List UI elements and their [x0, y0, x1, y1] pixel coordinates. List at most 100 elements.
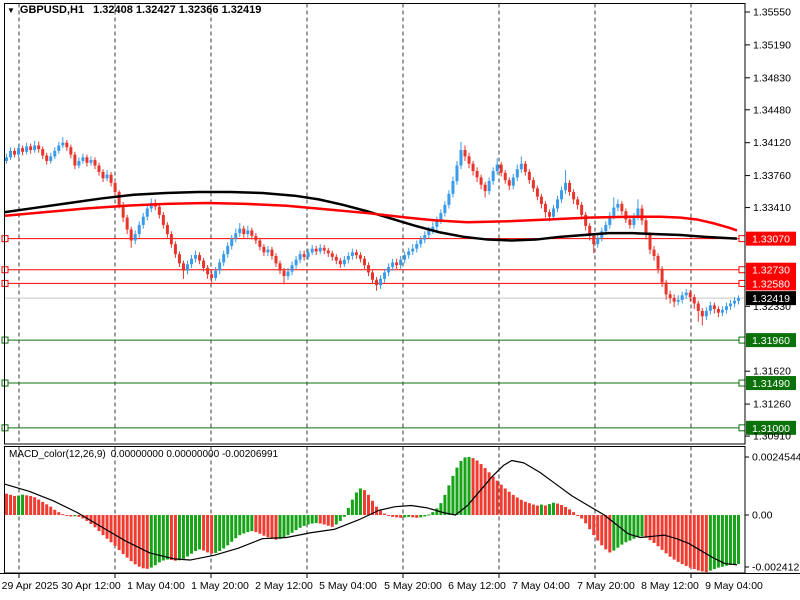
candle-body [451, 181, 455, 194]
macd-histogram-bar [624, 515, 628, 543]
candle-body [290, 265, 294, 272]
candle-body [73, 154, 77, 166]
macd-histogram-bar [185, 515, 189, 557]
macd-histogram-bar [463, 457, 467, 515]
macd-histogram-bar [278, 515, 282, 539]
candle-body [286, 271, 290, 277]
candle-body [206, 267, 210, 275]
main-chart-pane-border [4, 3, 746, 445]
candle-body [395, 262, 399, 266]
macd-histogram-bar [491, 476, 495, 515]
candle-body [161, 214, 165, 225]
macd-histogram-bar [105, 515, 109, 539]
support-level-right-marker[interactable] [738, 336, 746, 344]
macd-histogram-bar [133, 515, 137, 565]
resistance-level-right-marker[interactable] [738, 235, 746, 243]
candle-body [13, 150, 17, 155]
macd-histogram-bar [551, 502, 555, 515]
macd-histogram-bar [708, 515, 712, 571]
candle-body [278, 263, 282, 271]
symbol-period-label: GBPUSD,H1 [19, 4, 85, 16]
macd-histogram-bar [515, 497, 519, 515]
macd-histogram-bar [101, 515, 105, 536]
macd-histogram-bar [656, 515, 660, 547]
candle-body [403, 255, 407, 260]
candle-body [616, 203, 620, 208]
time-axis-label: 5 May 04:00 [319, 580, 377, 592]
macd-histogram-bar [206, 515, 210, 553]
macd-histogram-bar [330, 515, 334, 527]
macd-histogram-bar [423, 515, 427, 517]
macd-histogram-bar [33, 497, 37, 515]
macd-histogram-bar [242, 515, 246, 534]
macd-histogram-bar [527, 503, 531, 515]
support-level-right-marker[interactable] [738, 379, 746, 387]
resistance-level-price-label: 1.32580 [752, 278, 790, 290]
support-level-price-box [746, 420, 796, 435]
price-axis-label: 1.34120 [753, 137, 791, 149]
macd-histogram-bar [73, 515, 77, 517]
macd-histogram-bar [387, 515, 391, 516]
macd-histogram-bar [483, 468, 487, 515]
macd-histogram-bar [560, 505, 564, 515]
candle-body [399, 259, 403, 266]
resistance-level-right-marker[interactable] [738, 266, 746, 274]
macd-histogram-bar [584, 515, 588, 524]
macd-histogram-bar [455, 467, 459, 515]
candle-body [680, 295, 684, 300]
price-axis-label: 1.35550 [753, 7, 791, 19]
macd-histogram-bar [153, 515, 157, 566]
macd-histogram-bar [77, 515, 81, 517]
time-axis-label: 6 May 12:00 [448, 580, 506, 592]
candle-body [165, 224, 169, 235]
macd-histogram-bar [5, 493, 8, 515]
price-axis-label: 1.31260 [753, 399, 791, 411]
candle-body [37, 145, 41, 150]
macd-histogram-bar [218, 515, 222, 552]
symbol-dropdown-icon[interactable]: ▼ [7, 6, 15, 15]
price-axis-label: 1.34480 [753, 104, 791, 116]
macd-histogram-bar [81, 515, 85, 519]
macd-histogram-bar [395, 515, 399, 518]
macd-histogram-bar [604, 515, 608, 550]
macd-histogram-bar [403, 515, 407, 518]
price-axis-label: 1.35190 [753, 39, 791, 51]
candle-body [41, 149, 45, 156]
candle-body [21, 148, 25, 152]
macd-histogram-bar [194, 515, 198, 552]
chart-title: ▼ GBPUSD,H1 1.32408 1.32427 1.32366 1.3241… [7, 4, 261, 16]
candle-body [274, 256, 278, 264]
candle-body [407, 251, 411, 256]
candle-body [443, 204, 447, 214]
candle-body [346, 256, 350, 260]
resistance-level-right-marker[interactable] [738, 279, 746, 287]
candle-body [660, 268, 664, 283]
macd-histogram-bar [664, 515, 668, 554]
macd-histogram-bar [149, 515, 153, 568]
candle-body [708, 305, 712, 311]
macd-histogram-bar [117, 515, 121, 551]
macd-histogram-bar [157, 515, 161, 563]
support-level-right-marker[interactable] [738, 424, 746, 432]
macd-histogram-bar [222, 515, 226, 549]
candle-body [724, 306, 728, 310]
candle-body [125, 217, 129, 230]
support-level-price-box [746, 376, 796, 391]
macd-histogram-bar [198, 515, 202, 550]
macd-histogram-bar [358, 488, 362, 515]
macd-histogram-bar [177, 515, 181, 561]
candle-body [584, 214, 588, 226]
macd-histogram-bar [676, 515, 680, 562]
candle-body [366, 265, 370, 273]
candle-body [515, 169, 519, 178]
macd-histogram-bar [109, 515, 113, 543]
macd-histogram-bar [226, 515, 230, 546]
macd-histogram-bar [660, 515, 664, 550]
macd-histogram-bar [475, 460, 479, 515]
macd-histogram-bar [672, 515, 676, 560]
macd-histogram-bar [169, 515, 173, 561]
time-axis-label: 7 May 04:00 [512, 580, 570, 592]
candle-body [652, 249, 656, 257]
